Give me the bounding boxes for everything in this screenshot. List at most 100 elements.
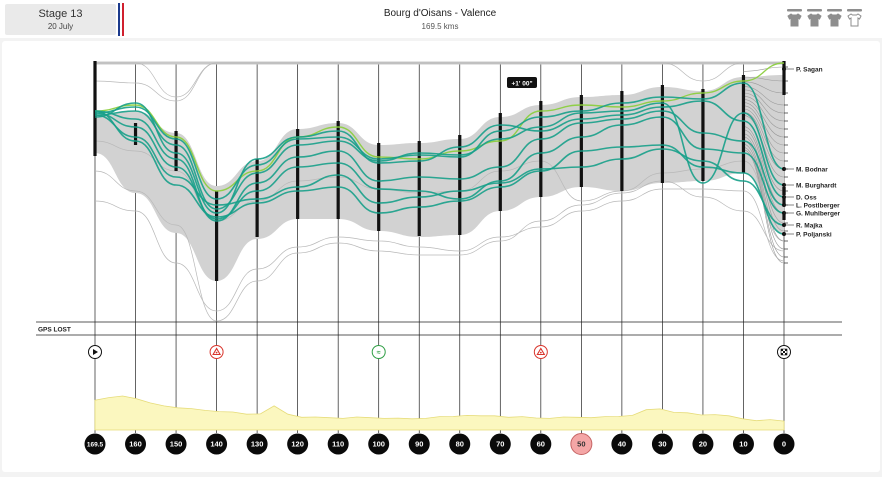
km-marker[interactable]: 130 <box>246 433 268 455</box>
km-marker[interactable]: 60 <box>530 433 552 455</box>
stage-selector[interactable]: Stage 13 20 July <box>5 4 116 35</box>
climb-icon[interactable] <box>533 345 548 359</box>
group-columns <box>93 61 786 281</box>
group-column[interactable] <box>458 135 462 235</box>
km-marker[interactable]: 120 <box>287 433 309 455</box>
km-marker-label: 100 <box>372 440 385 449</box>
stage-date: 20 July <box>47 22 74 31</box>
race-visualization-panel: P. Sagan M. Bodnar M. Burghardt D. Oss L. Po… <box>2 41 880 472</box>
peloton-line <box>743 108 785 162</box>
group-column[interactable] <box>214 191 219 281</box>
peloton-line <box>743 99 785 138</box>
climb-icon[interactable] <box>209 345 224 359</box>
km-marker[interactable]: 80 <box>449 433 471 455</box>
peloton-line <box>743 89 785 114</box>
km-marker[interactable]: 110 <box>327 433 349 455</box>
group-column[interactable] <box>701 89 705 181</box>
km-marker-label: 90 <box>415 440 423 449</box>
km-marker[interactable]: 50 <box>570 433 593 455</box>
rider-line[interactable] <box>94 62 785 192</box>
group-column[interactable] <box>660 85 665 183</box>
rider-label[interactable]: D. Oss <box>796 194 817 201</box>
peloton-line <box>743 81 785 94</box>
km-marker-label: 150 <box>170 440 183 449</box>
km-marker[interactable]: 150 <box>165 433 187 455</box>
km-marker[interactable]: 90 <box>408 433 430 455</box>
start-icon[interactable] <box>88 345 102 359</box>
km-marker[interactable]: 140 <box>206 433 228 455</box>
km-marker-label: 10 <box>739 440 747 449</box>
rider-label[interactable]: M. Burghardt <box>796 182 837 189</box>
km-marker-label: 80 <box>456 440 464 449</box>
km-marker[interactable]: 100 <box>368 433 390 455</box>
km-marker-label: 140 <box>210 440 223 449</box>
km-marker[interactable]: 0 <box>773 433 795 455</box>
group-column[interactable] <box>741 75 746 173</box>
km-marker-label: 120 <box>291 440 304 449</box>
peloton-line <box>94 170 785 322</box>
km-marker-label: 60 <box>537 440 545 449</box>
rider-line[interactable] <box>94 110 785 235</box>
group-column[interactable] <box>377 143 381 231</box>
km-marker[interactable]: 30 <box>651 433 673 455</box>
peloton-line <box>94 188 785 312</box>
group-column[interactable] <box>498 113 502 211</box>
km-marker[interactable]: 40 <box>611 433 633 455</box>
jersey-icon[interactable] <box>826 9 843 29</box>
peloton-line <box>743 86 785 106</box>
rider-label[interactable]: G. Muhlberger <box>796 210 841 217</box>
km-marker[interactable]: 10 <box>732 433 754 455</box>
rider-label[interactable]: M. Bodnar <box>796 166 828 173</box>
svg-text:≈: ≈ <box>377 350 381 357</box>
peloton-line <box>94 62 784 102</box>
km-marker[interactable]: 160 <box>125 433 147 455</box>
group-column[interactable] <box>174 131 178 171</box>
km-marker[interactable]: 20 <box>692 433 714 455</box>
jersey-icon[interactable] <box>806 9 823 29</box>
group-column[interactable] <box>255 159 259 237</box>
km-marker-label: 169.5 <box>87 442 104 449</box>
jersey-outline-icon[interactable] <box>846 9 863 29</box>
km-marker-label: 40 <box>618 440 626 449</box>
jersey-icon[interactable] <box>786 9 803 29</box>
peloton-line <box>743 143 785 250</box>
group-column[interactable] <box>417 141 421 236</box>
km-marker-label: 0 <box>782 440 786 449</box>
km-marker[interactable]: 169.5 <box>84 433 106 455</box>
group-column[interactable] <box>539 101 543 197</box>
km-marker-label: 160 <box>129 440 142 449</box>
finish-icon[interactable] <box>777 345 791 359</box>
france-flag-icon <box>118 3 124 36</box>
rider-label[interactable]: L. Postlberger <box>796 202 840 209</box>
stage-header: Stage 13 20 July Bourg d'Oisans - Valenc… <box>0 0 882 38</box>
group-column[interactable] <box>93 61 97 156</box>
rider-line[interactable] <box>94 114 785 226</box>
stage-name: Stage 13 <box>38 8 83 20</box>
group-column[interactable] <box>296 129 300 219</box>
elevation-profile <box>94 395 785 431</box>
rider-label[interactable]: P. Sagan <box>796 66 823 73</box>
group-column[interactable] <box>782 61 786 95</box>
group-column[interactable] <box>336 121 340 219</box>
rider-label[interactable]: R. Majka <box>796 222 823 229</box>
km-marker-row: 169.5 160 150 140 130 120 110 100 90 80 70 60 50 40 30… <box>84 433 795 455</box>
route-info: Bourg d'Oisans - Valence 169.5 kms <box>300 8 580 31</box>
group-column[interactable] <box>579 95 583 187</box>
rider-label[interactable]: P. Poljanski <box>796 231 832 238</box>
route-distance: 169.5 kms <box>421 22 459 31</box>
race-event-icons: ≈ <box>88 345 791 359</box>
gps-lost-row: GPS LOST <box>36 321 842 336</box>
sprint-icon[interactable]: ≈ <box>371 345 386 359</box>
km-marker-label: 70 <box>496 440 504 449</box>
time-gap-label: +1' 00" <box>511 80 532 87</box>
km-marker[interactable]: 70 <box>489 433 511 455</box>
km-marker-label: 130 <box>251 440 264 449</box>
time-gap-badge: +1' 00" <box>507 77 537 88</box>
jersey-classification-bar <box>786 9 864 29</box>
group-column[interactable] <box>133 123 138 145</box>
peloton-line <box>743 133 785 224</box>
km-marker-label: 30 <box>658 440 666 449</box>
km-marker-label: 110 <box>332 440 344 449</box>
group-column[interactable] <box>620 91 624 191</box>
peloton-line <box>743 92 785 122</box>
